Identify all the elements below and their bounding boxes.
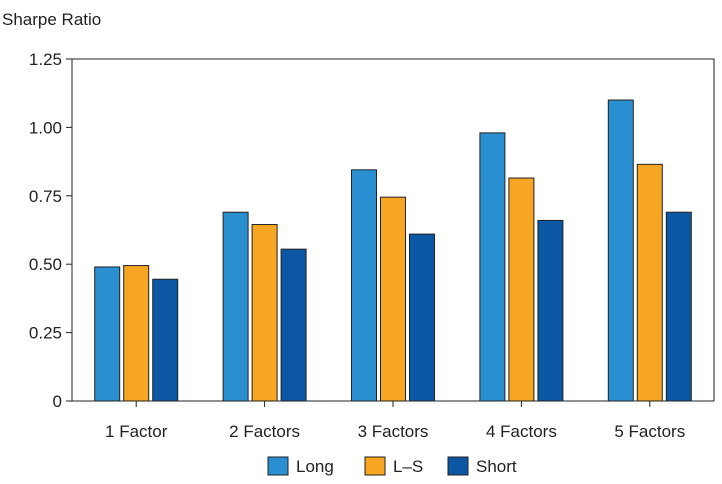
bar-short-1 (152, 278, 179, 402)
bar-short-4 (537, 219, 564, 402)
bar-long-4 (479, 132, 506, 402)
legend-swatch (447, 456, 469, 476)
bar-l-s-5 (636, 163, 663, 402)
x-axis-ticks: 1 Factor 2 Factors 3 Factors 4 Factors 5 Fac… (105, 401, 685, 441)
y-tick-label: 0 (53, 392, 62, 411)
bars (94, 99, 692, 402)
bar-long-5 (607, 99, 634, 402)
bar-l-s-1 (123, 265, 150, 402)
y-tick-label: 0.50 (29, 255, 62, 274)
x-tick-label: 2 Factors (229, 422, 300, 441)
legend-swatch (364, 456, 386, 476)
y-tick-label: 0.25 (29, 324, 62, 343)
x-tick-label: 3 Factors (358, 422, 429, 441)
x-tick-label: 5 Factors (614, 422, 685, 441)
bar-l-s-4 (508, 177, 535, 402)
x-tick-label: 4 Factors (486, 422, 557, 441)
legend: Long L–S Short (267, 456, 517, 476)
legend-label: Short (476, 457, 517, 476)
bar-long-2 (222, 211, 249, 402)
bar-short-5 (665, 211, 692, 402)
bar-long-3 (351, 169, 377, 402)
y-tick-label: 1.00 (29, 118, 62, 137)
legend-label: L–S (393, 457, 423, 476)
y-tick-label: 1.25 (29, 50, 62, 69)
bar-l-s-3 (380, 196, 406, 402)
legend-label: Long (296, 457, 334, 476)
y-axis-label: Sharpe Ratio (2, 10, 101, 29)
bar-long-1 (94, 266, 121, 402)
y-tick-label: 0.75 (29, 187, 62, 206)
bar-short-2 (280, 248, 307, 402)
bar-l-s-2 (251, 224, 278, 402)
legend-swatch (267, 456, 289, 476)
x-tick-label: 1 Factor (105, 422, 168, 441)
bar-short-3 (409, 233, 435, 402)
y-axis-ticks: 0 0.25 0.50 0.75 1.00 1.25 (29, 50, 72, 411)
